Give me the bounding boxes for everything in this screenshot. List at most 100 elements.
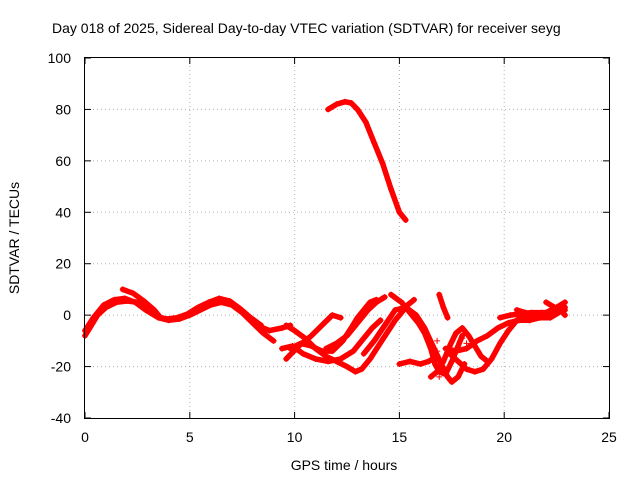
data-point [344,363,350,370]
data-point [434,348,441,355]
data-point [547,314,554,321]
data-point [100,301,107,308]
data-point [488,355,495,362]
data-point [325,106,332,113]
data-point [406,309,413,316]
data-point [513,307,520,313]
data-point [329,348,336,355]
data-point [237,305,244,312]
data-point [132,299,139,306]
data-point [270,337,277,344]
data-point [484,332,491,339]
x-tick-label: 20 [496,429,512,445]
series-line [396,353,440,367]
data-point [247,314,254,321]
data-point [312,355,319,362]
data-point [299,350,306,357]
data-point [494,325,501,331]
data-point [425,358,432,365]
tick-labels: 0 5 10 15 20 25 -40 -20 0 20 40 60 80 100 [48,50,617,445]
data-point [205,299,212,306]
y-tick-label: -40 [51,410,71,426]
data-point [373,299,380,306]
data-point [308,332,315,339]
data-point [392,317,399,324]
data-point [371,337,378,344]
data-point [350,348,357,355]
data-point [388,186,395,193]
data-point [360,350,367,357]
data-point [174,314,181,321]
data-point [505,327,512,334]
data-point [163,316,170,322]
series-line [446,312,537,375]
data-point [297,340,304,347]
data-point [446,350,453,357]
data-point [505,319,512,326]
data-point [383,330,390,337]
plot-frame [84,57,610,419]
data-point [318,348,325,355]
data-point [436,291,443,298]
data-point [364,307,371,313]
data-point [341,98,348,105]
data-point [434,355,441,362]
data-point [455,373,462,380]
data-point [344,332,350,339]
data-point [434,368,441,375]
data-point [459,335,466,342]
data-point [406,358,413,365]
data-point [362,119,369,126]
data-point [381,322,388,329]
data-point [432,361,439,367]
data-point [323,353,330,360]
data-point [367,299,374,306]
y-tick-label: 60 [55,153,71,169]
data-point [283,322,290,329]
x-tick-label: 25 [601,429,617,445]
data-point [381,294,388,301]
data-point [411,296,418,303]
data-point [497,314,504,321]
data-point [333,340,340,347]
data-point [358,366,365,373]
data-point [352,368,359,375]
data-point [348,100,355,106]
data-point [396,209,403,216]
data-point [90,314,97,321]
data-point [415,319,422,326]
data-point [427,345,434,352]
data-point [121,295,128,302]
x-tick-label: 0 [81,429,89,445]
data-point [448,358,455,365]
data-point [452,348,459,355]
data-point [471,368,478,375]
data-point [440,358,447,365]
data-point [442,371,449,378]
data-point [465,332,472,339]
data-point [561,304,568,311]
data-point [388,291,395,298]
data-point [522,309,529,316]
x-tick-label: 15 [392,429,408,445]
data-point [417,361,424,367]
data-point [398,299,405,306]
data-point [111,296,118,303]
y-tick-label: 0 [63,307,71,323]
chart-title: Day 018 of 2025, Sidereal Day-to-day VTE… [52,20,561,36]
data-point [253,322,260,329]
data-point [354,106,361,113]
data-point [283,355,290,362]
y-tick-label: 20 [55,256,71,272]
series-arc21 [543,299,568,319]
y-tick-label: -20 [51,359,71,375]
data-point [142,307,149,313]
series-arc10 [325,98,409,223]
data-point [379,160,386,167]
data-point [318,322,325,329]
data-point [367,355,374,362]
data-point [543,299,550,306]
y-tick-label: 40 [55,204,71,220]
series-arc3 [119,286,164,321]
